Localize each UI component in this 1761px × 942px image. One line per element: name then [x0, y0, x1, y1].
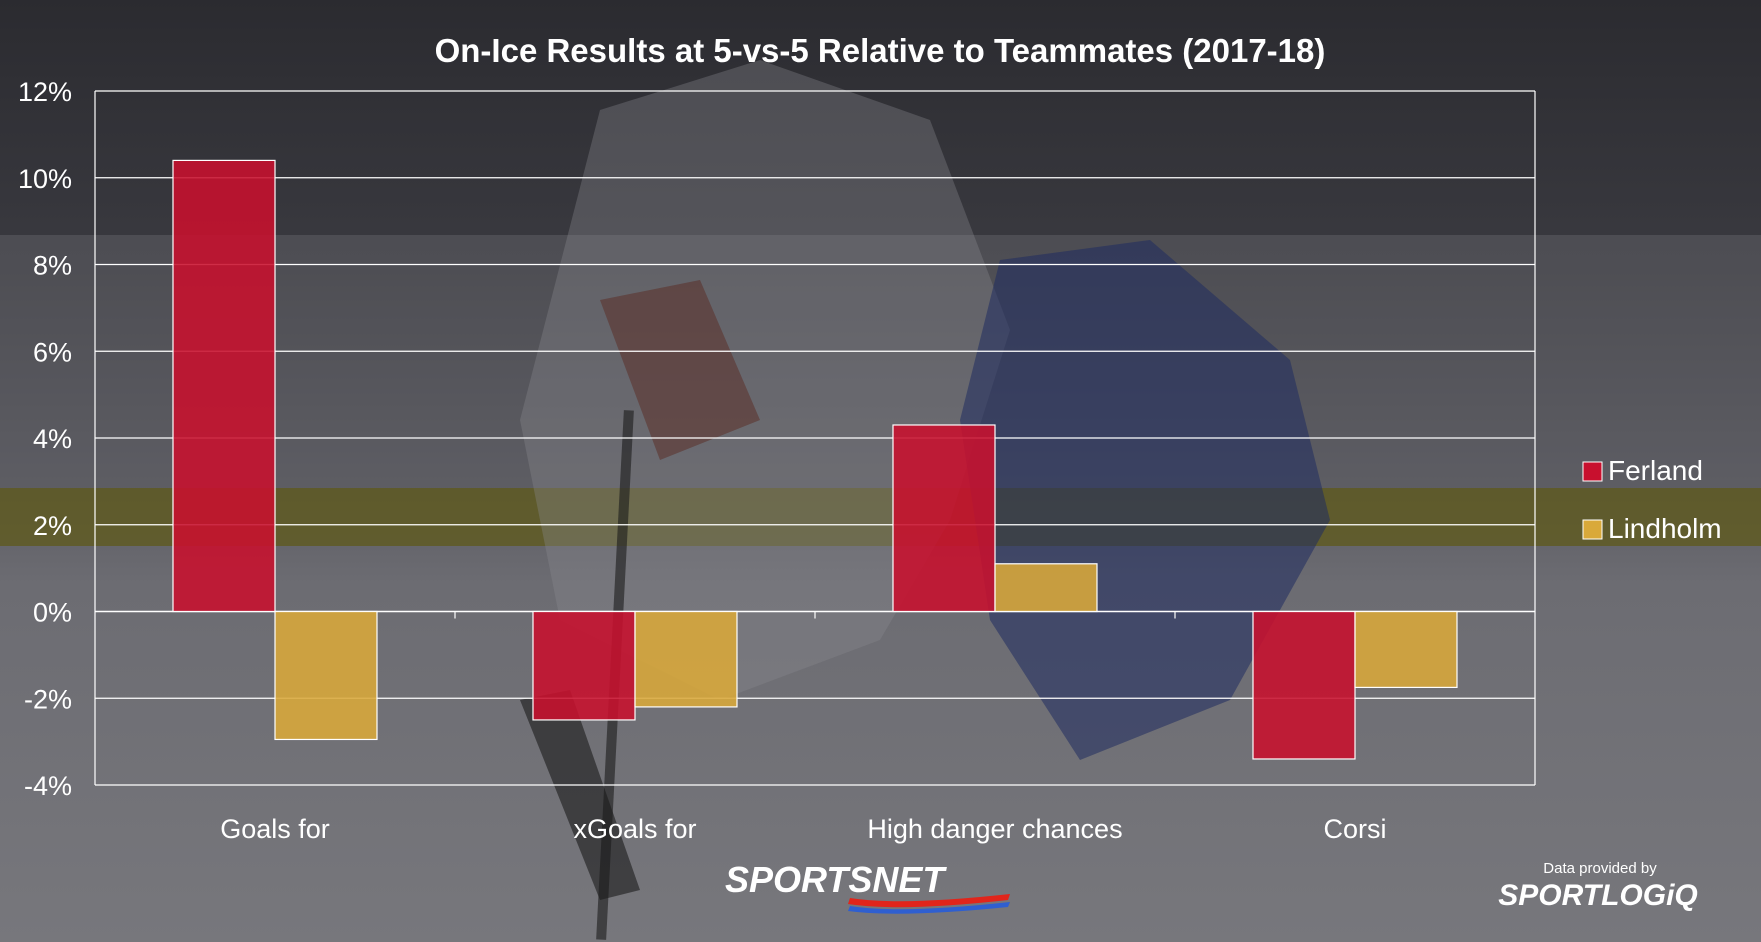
y-tick-label: -2%: [24, 684, 72, 714]
x-axis-categories: Goals for xGoals for High danger chances Co…: [220, 814, 1386, 844]
legend-swatch-lindholm: [1582, 519, 1603, 540]
sportsnet-logo: SPORTSNET: [725, 859, 1010, 914]
bar-lindholm-1: [634, 610, 738, 708]
x-category-label: xGoals for: [573, 814, 696, 844]
legend-swatch-ferland: [1582, 461, 1603, 482]
sportsnet-swoosh-blue: [848, 902, 1010, 914]
bars: [172, 159, 1458, 760]
legend-label-ferland: Ferland: [1608, 455, 1703, 486]
sportlogiq-logo: SPORTLOGiQ: [1498, 879, 1697, 912]
sportsnet-wordmark: SPORTSNET: [725, 859, 947, 900]
y-tick-label: 10%: [18, 164, 72, 194]
bar-ferland-0: [172, 159, 276, 613]
chart-title: On-Ice Results at 5-vs-5 Relative to Tea…: [435, 32, 1326, 69]
bar-lindholm-3: [1354, 610, 1458, 689]
y-tick-label: 2%: [33, 511, 72, 541]
bar-lindholm-0: [274, 610, 378, 741]
y-tick-label: 4%: [33, 424, 72, 454]
bar-ferland-3: [1252, 610, 1356, 760]
x-category-label: High danger chances: [867, 814, 1122, 844]
y-tick-label: -4%: [24, 771, 72, 801]
data-provider-note: Data provided by: [1543, 860, 1657, 877]
x-category-label: Corsi: [1323, 814, 1386, 844]
bar-ferland-1: [532, 610, 636, 721]
x-category-label: Goals for: [220, 814, 330, 844]
bar-ferland-2: [892, 424, 996, 613]
legend: Ferland Lindholm: [1582, 455, 1722, 544]
y-tick-label: 6%: [33, 337, 72, 367]
y-tick-label: 12%: [18, 77, 72, 107]
sportsnet-swoosh: [848, 894, 1010, 908]
y-axis-ticks: 12% 10% 8% 6% 4% 2% 0% -2% -4%: [18, 77, 72, 801]
legend-label-lindholm: Lindholm: [1608, 513, 1722, 544]
y-tick-label: 8%: [33, 251, 72, 281]
y-tick-label: 0%: [33, 598, 72, 628]
bar-lindholm-2: [994, 563, 1098, 613]
